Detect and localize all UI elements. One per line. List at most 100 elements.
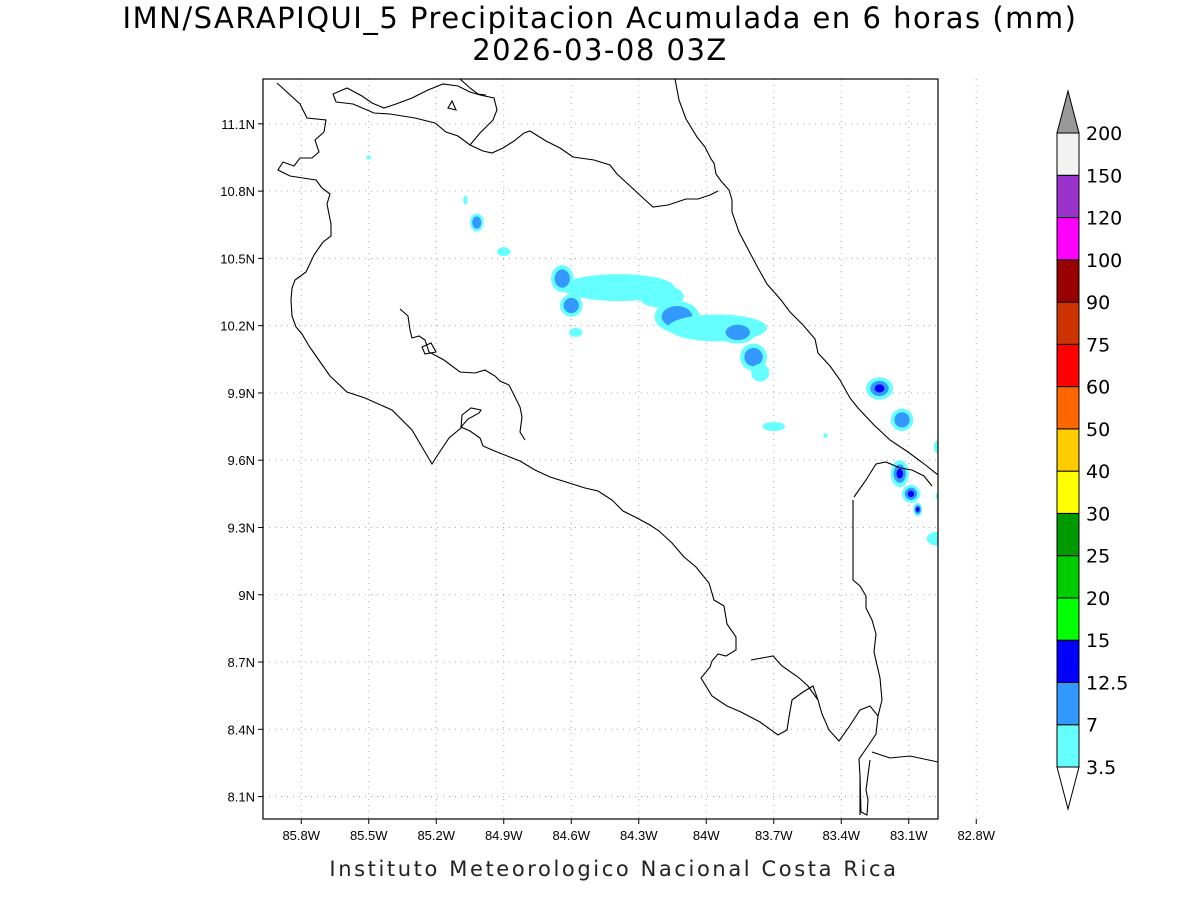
precip-contour-12_5mm: [896, 468, 903, 479]
x-axis-ticks: 85.8W 85.5W 85.2W 84.9W 84.6W 84.3W 84W 83.7W 83…: [282, 819, 996, 843]
precipitation-field: [366, 155, 1029, 673]
x-tick-label: 83.1W: [890, 828, 928, 843]
nicoya-island: [421, 342, 437, 355]
colorbar-level-label: 100: [1086, 250, 1122, 272]
panama-south-coast: [871, 751, 938, 763]
precip-contour-7mm: [954, 498, 966, 507]
map-gridlines: [263, 79, 977, 819]
chart-subtitle-date: 2026-03-08 03Z: [472, 33, 728, 67]
colorbar-level-label: 20: [1086, 588, 1110, 610]
colorbar-swatch: [1056, 386, 1080, 430]
colorbar-over-triangle: [1056, 89, 1080, 134]
precip-contour-3_5mm: [762, 422, 785, 432]
colorbar-level-label: 15: [1086, 630, 1110, 652]
colorbar-level-label: 75: [1086, 334, 1110, 356]
y-tick-label: 9.6N: [228, 453, 255, 468]
y-tick-label: 9N: [238, 588, 255, 603]
precip-contour-12_5mm: [957, 500, 963, 505]
colorbar-swatch: [1056, 681, 1080, 726]
precip-contour-7mm: [1017, 554, 1026, 572]
x-tick-label: 85.5W: [350, 828, 388, 843]
burica-peninsula: [859, 759, 871, 816]
panama-coast: [853, 461, 933, 498]
y-tick-label: 8.7N: [228, 655, 255, 670]
colorbar-level-label: 50: [1086, 419, 1110, 441]
colorbar-swatch: [1056, 428, 1080, 472]
colorbar-level-label: 12.5: [1086, 672, 1128, 694]
precip-contour-12_5mm: [907, 490, 915, 498]
precip-contour-3_5mm: [751, 363, 770, 382]
colorbar-swatch: [1056, 217, 1080, 261]
colorbar-swatch: [1056, 174, 1080, 219]
precip-contour-3_5mm: [926, 531, 938, 546]
colorbar-level-label: 30: [1086, 503, 1110, 525]
precip-contour-7mm: [939, 492, 951, 501]
y-tick-label: 9.9N: [228, 386, 255, 401]
precip-contour-7mm: [472, 216, 482, 229]
precip-contour-7mm: [993, 520, 999, 526]
y-tick-label: 10.2N: [220, 319, 255, 334]
y-tick-label: 8.1N: [228, 790, 255, 805]
x-tick-label: 84.9W: [485, 828, 523, 843]
precip-contour-3_5mm: [366, 155, 371, 160]
nicoya-gulf-coast: [399, 308, 526, 441]
osa-peninsula: [750, 655, 819, 701]
nicaragua-lake-edge: [459, 79, 487, 96]
y-axis-ticks: 11.1N 10.8N 10.5N 10.2N 9.9N 9.6N 9.3N 9N 8.7N 8.…: [220, 117, 263, 805]
precip-contour-3_5mm: [952, 496, 970, 509]
x-tick-label: 84.6W: [552, 828, 590, 843]
colorbar-swatch: [1056, 470, 1080, 514]
colorbar-level-label: 120: [1086, 208, 1122, 230]
small-island-north: [447, 99, 457, 111]
precip-contour-7mm: [563, 297, 579, 314]
y-tick-label: 9.3N: [228, 520, 255, 535]
footer-institution: Instituto Meteorologico Nacional Costa R…: [329, 857, 899, 881]
colorbar-under-triangle: [1056, 766, 1080, 811]
precip-contour-3_5mm: [992, 519, 1001, 528]
colorbar-swatch: [1056, 512, 1080, 557]
precip-contour-3_5mm: [933, 439, 938, 454]
x-tick-label: 85.8W: [282, 828, 320, 843]
colorbar-swatch: [1056, 597, 1080, 641]
precip-contour-3_5mm: [1008, 660, 1017, 673]
y-tick-label: 10.5N: [220, 251, 255, 266]
coastline-borders: [276, 79, 938, 816]
x-tick-label: 82.8W: [957, 828, 995, 843]
precip-contour-3_5mm: [497, 247, 511, 257]
precip-contour-7mm: [725, 324, 750, 341]
x-tick-label: 85.2W: [417, 828, 455, 843]
y-tick-label: 11.1N: [221, 117, 255, 132]
nicaragua-border: [335, 101, 719, 208]
colorbar-level-label: 60: [1086, 377, 1110, 399]
precip-contour-7mm: [894, 412, 910, 428]
y-tick-label: 10.8N: [220, 184, 255, 199]
colorbar-level-label: 90: [1086, 292, 1110, 314]
colorbar-swatch: [1056, 343, 1080, 388]
precip-contour-7mm: [744, 347, 763, 367]
colorbar-legend: 3.5 7 12.5 15 20 25 30 40 50 60 75 90 100 120 150 200: [1056, 89, 1128, 811]
precip-contour-12_5mm: [1005, 535, 1010, 541]
map-frame: [262, 78, 939, 820]
precip-contour-12_5mm: [942, 494, 948, 499]
y-tick-label: 8.4N: [228, 722, 255, 737]
precip-contour-7mm: [1003, 533, 1012, 545]
costa-rica-coastline: [276, 82, 879, 815]
x-tick-label: 84W: [693, 828, 720, 843]
colorbar-swatch: [1056, 724, 1080, 768]
precip-contour-3_5mm: [1001, 530, 1015, 548]
colorbar-level-label: 200: [1086, 123, 1122, 145]
x-tick-label: 83.4W: [822, 828, 860, 843]
colorbar-swatch: [1056, 555, 1080, 599]
precip-contour-3_5mm: [463, 195, 468, 205]
colorbar-level-label: 3.5: [1086, 757, 1116, 779]
precip-contour-3_5mm: [1015, 550, 1029, 577]
colorbar-level-label: 150: [1086, 165, 1122, 187]
colorbar-level-label: 25: [1086, 546, 1110, 568]
chart-title: IMN/SARAPIQUI_5 Precipitacion Acumulada …: [122, 1, 1078, 35]
panama-border: [852, 500, 883, 717]
precip-contour-7mm: [554, 269, 570, 288]
precip-contour-12_5mm: [874, 384, 885, 393]
colorbar-swatch: [1056, 132, 1080, 176]
colorbar-swatch: [1056, 301, 1080, 345]
